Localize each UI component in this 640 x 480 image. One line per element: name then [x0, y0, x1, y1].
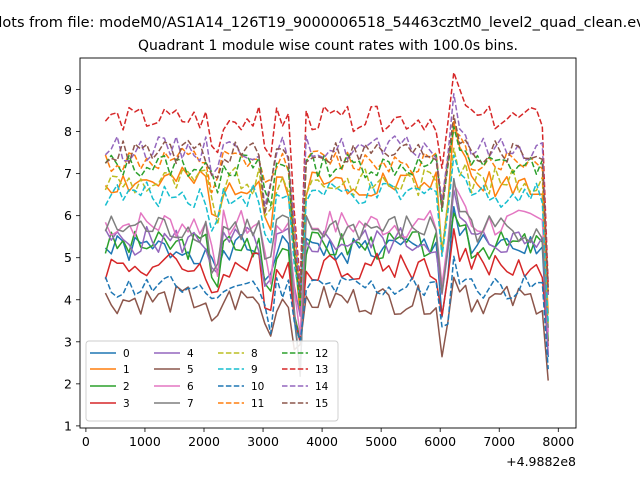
x-tick-label: 3000 — [247, 434, 279, 449]
x-axis-offset-text: +4.9882e8 — [506, 454, 576, 469]
chart-title: Quadrant 1 module wise count rates with … — [138, 38, 518, 54]
legend-label-6: 6 — [187, 381, 194, 393]
x-tick-label: 2000 — [188, 434, 220, 449]
series-line-4 — [104, 189, 549, 356]
legend-label-8: 8 — [251, 348, 258, 360]
x-tick-label: 5000 — [365, 434, 397, 449]
series-line-10 — [104, 255, 549, 370]
legend-label-9: 9 — [251, 364, 258, 376]
series-line-9 — [104, 154, 549, 325]
x-tick-label: 8000 — [542, 434, 574, 449]
legend-label-4: 4 — [187, 348, 194, 360]
legend-label-0: 0 — [123, 348, 130, 360]
y-tick-label: 8 — [64, 124, 72, 139]
x-tick-label: 0 — [82, 434, 90, 449]
x-tick-label: 1000 — [129, 434, 161, 449]
series-line-3 — [104, 228, 549, 347]
legend-box — [85, 340, 339, 422]
legend-label-7: 7 — [187, 398, 194, 410]
y-tick-label: 3 — [64, 334, 72, 349]
y-tick-label: 4 — [64, 292, 72, 307]
series-line-8 — [104, 147, 549, 326]
x-tick-label: 6000 — [424, 434, 456, 449]
legend-label-14: 14 — [315, 381, 329, 393]
x-axis: 0 1000 2000 3000 4000 5000 6000 7000 8000 — [82, 428, 574, 449]
legend-label-2: 2 — [123, 381, 130, 393]
plot-frame — [79, 57, 577, 429]
y-axis: 1 2 3 4 5 6 7 8 9 — [64, 82, 80, 433]
y-tick-label: 2 — [64, 376, 72, 391]
legend-label-13: 13 — [315, 364, 328, 376]
series-line-15 — [104, 114, 549, 295]
series-layer — [104, 71, 549, 381]
figure-suptitle: Plots from file: modeM0/AS1A14_126T19_90… — [0, 15, 640, 31]
series-line-13 — [104, 71, 549, 285]
y-tick-label: 9 — [64, 82, 72, 97]
legend-label-11: 11 — [251, 398, 264, 410]
series-line-7 — [104, 177, 549, 378]
legend-label-15: 15 — [315, 398, 328, 410]
legend-label-12: 12 — [315, 348, 328, 360]
y-tick-label: 1 — [64, 418, 72, 433]
legend-label-10: 10 — [251, 381, 264, 393]
y-tick-label: 6 — [64, 208, 72, 223]
x-tick-label: 4000 — [306, 434, 338, 449]
legend-label-3: 3 — [123, 398, 130, 410]
y-tick-label: 7 — [64, 166, 72, 181]
x-tick-label: 7000 — [483, 434, 515, 449]
series-line-14 — [104, 93, 549, 296]
series-line-12 — [104, 126, 549, 308]
series-line-5 — [104, 276, 549, 381]
y-tick-label: 5 — [64, 250, 72, 265]
legend-label-5: 5 — [187, 364, 194, 376]
legend-label-1: 1 — [123, 364, 130, 376]
series-line-1 — [104, 120, 549, 316]
